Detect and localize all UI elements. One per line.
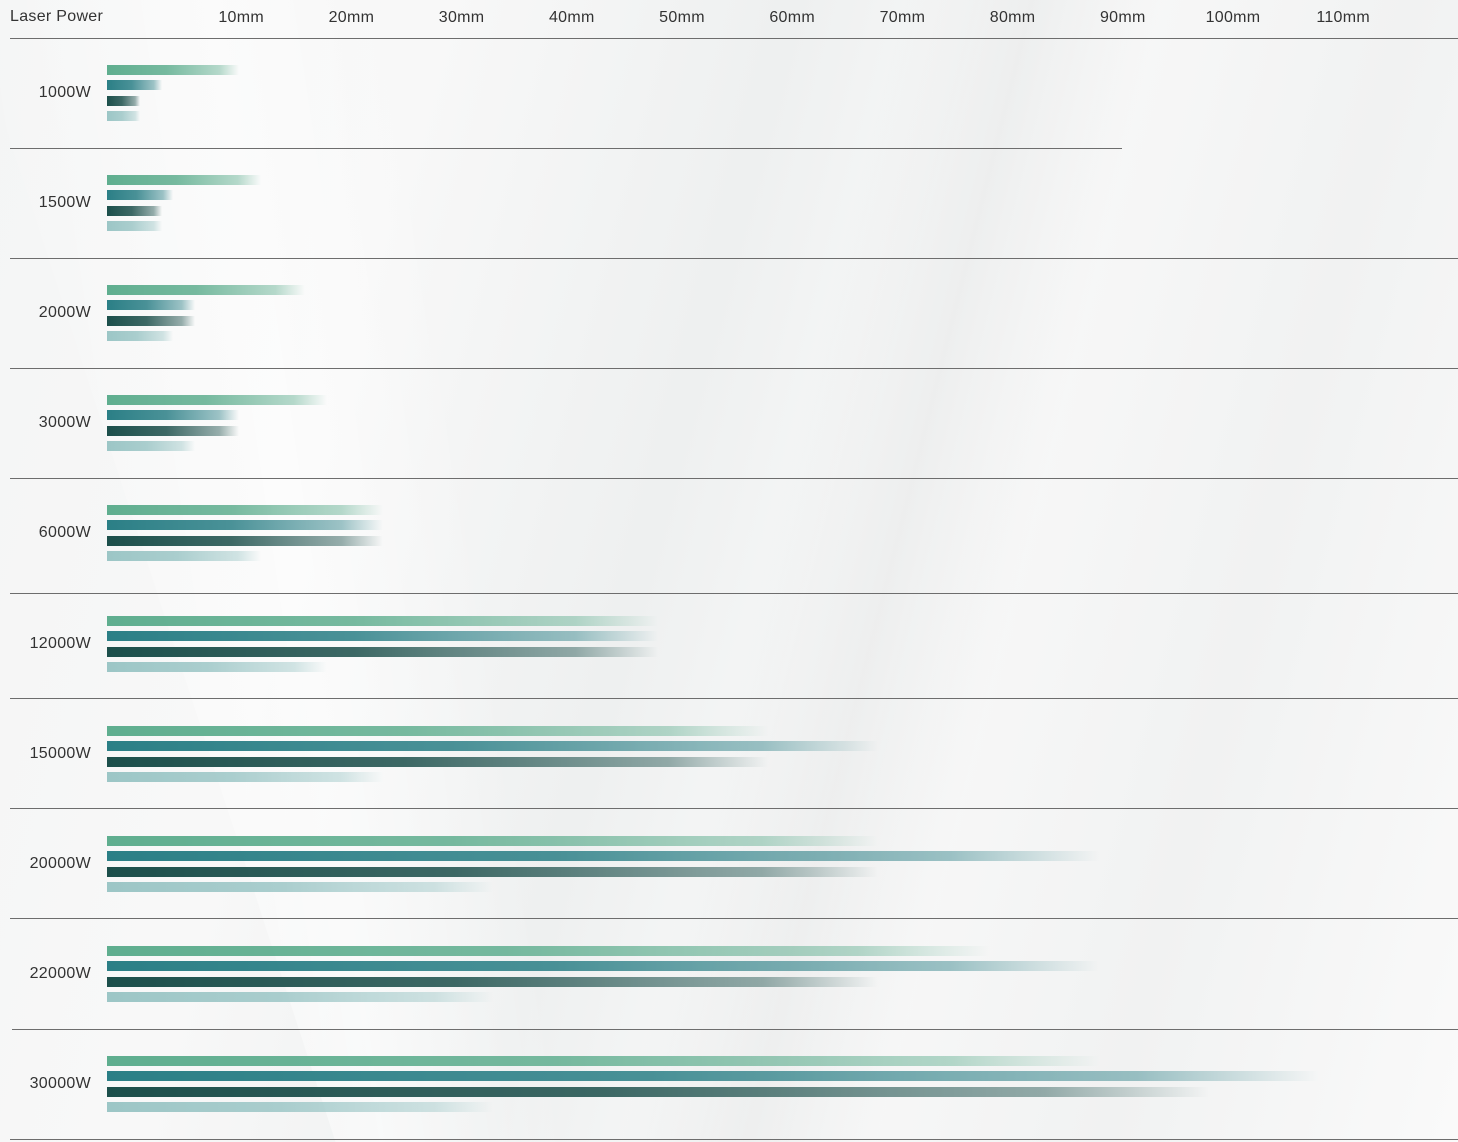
- x-tick-label: 30mm: [438, 9, 485, 26]
- thickness-bar: [107, 505, 383, 515]
- thickness-bar: [107, 551, 262, 562]
- thickness-bar: [107, 992, 493, 1003]
- thickness-bar: [107, 882, 493, 893]
- thickness-bar: [107, 205, 163, 216]
- x-tick-label: 10mm: [218, 9, 265, 26]
- thickness-bar: [107, 741, 879, 752]
- power-label: 1000W: [38, 84, 91, 102]
- row-divider: [10, 918, 1458, 919]
- thickness-bar: [107, 1056, 1099, 1066]
- row-divider: [10, 368, 1458, 369]
- thickness-bar: [107, 95, 141, 106]
- thickness-bar: [107, 631, 658, 642]
- power-label: 3000W: [38, 414, 91, 432]
- power-label: 2000W: [38, 304, 91, 322]
- thickness-bar: [107, 441, 196, 452]
- thickness-bar: [107, 976, 879, 987]
- row-divider: [10, 698, 1458, 699]
- power-label: 12000W: [29, 635, 91, 653]
- thickness-bar: [107, 535, 383, 546]
- thickness-bar: [107, 395, 328, 405]
- thickness-bar: [107, 315, 196, 326]
- thickness-bar: [107, 425, 240, 436]
- thickness-bar: [107, 836, 879, 846]
- row-divider: [10, 808, 1458, 809]
- row-divider: [10, 593, 1458, 594]
- power-label: 22000W: [29, 965, 91, 983]
- thickness-bar: [107, 300, 196, 311]
- x-tick-label: 20mm: [328, 9, 375, 26]
- row-divider: [10, 258, 1458, 259]
- thickness-bar: [107, 175, 262, 185]
- thickness-bar: [107, 851, 1099, 862]
- thickness-bar: [107, 285, 306, 295]
- row-divider: [10, 148, 1122, 149]
- thickness-bar: [107, 1102, 493, 1113]
- power-label: 1500W: [38, 194, 91, 212]
- thickness-bar: [107, 80, 163, 91]
- power-label: 30000W: [29, 1075, 91, 1093]
- thickness-bar: [107, 221, 163, 232]
- row-divider: [10, 478, 1458, 479]
- thickness-bar: [107, 756, 769, 767]
- x-tick-label: 110mm: [1316, 9, 1371, 26]
- thickness-bar: [107, 111, 141, 122]
- thickness-bar: [107, 190, 174, 201]
- thickness-bar: [107, 520, 383, 531]
- thickness-bar: [107, 726, 769, 736]
- x-tick-label: 80mm: [989, 9, 1036, 26]
- thickness-bar: [107, 662, 328, 673]
- thickness-bar: [107, 961, 1099, 972]
- row-divider: [10, 1139, 1458, 1140]
- row-divider: [12, 1029, 1458, 1030]
- row-divider: [10, 38, 1458, 39]
- x-tick-label: 90mm: [1099, 9, 1146, 26]
- x-tick-label: 50mm: [659, 9, 705, 26]
- power-label: 15000W: [29, 745, 91, 763]
- y-axis-title: Laser Power: [10, 8, 104, 25]
- thickness-bar: [107, 616, 658, 626]
- x-tick-label: 100mm: [1205, 9, 1261, 26]
- thickness-bar: [107, 410, 240, 421]
- power-label: 6000W: [38, 524, 91, 542]
- thickness-bar: [107, 946, 989, 956]
- thickness-bar: [107, 331, 174, 342]
- thickness-bar: [107, 772, 383, 783]
- power-label: 20000W: [29, 855, 91, 873]
- thickness-bar: [107, 1071, 1320, 1082]
- x-tick-label: 40mm: [548, 9, 595, 26]
- thickness-bar: [107, 646, 658, 657]
- x-tick-label: 70mm: [879, 9, 926, 26]
- thickness-bar: [107, 1086, 1209, 1097]
- x-tick-label: 60mm: [769, 9, 816, 26]
- thickness-bar: [107, 866, 879, 877]
- thickness-bar: [107, 65, 240, 75]
